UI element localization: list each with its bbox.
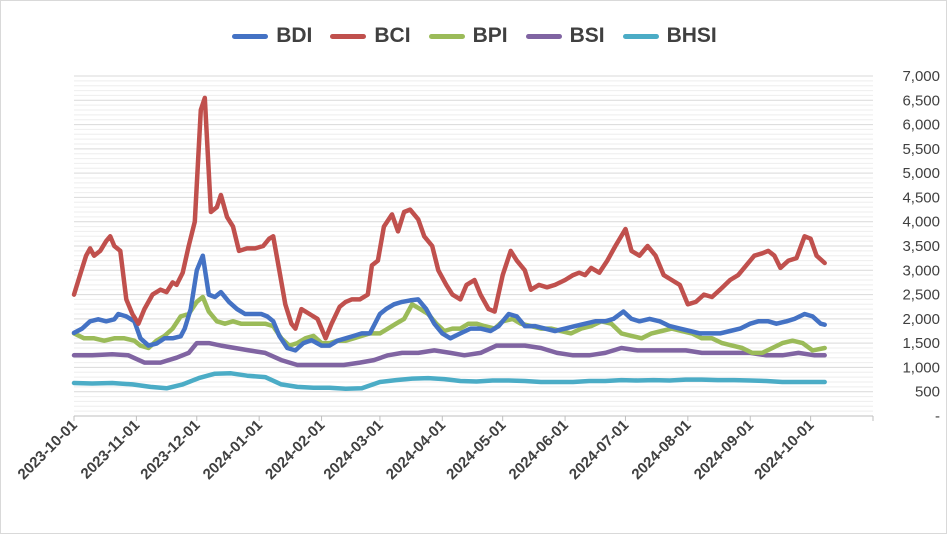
series-line-bsi	[71, 340, 827, 368]
series-line-bhsi	[71, 371, 827, 392]
y-tick-label: 500	[915, 384, 940, 401]
x-tick-label: 2024-04-01	[383, 417, 449, 483]
y-tick-label: 5,000	[902, 165, 940, 182]
x-tick-label: 2024-03-01	[320, 417, 386, 483]
gridlines	[74, 75, 873, 412]
y-tick-label: 1,500	[902, 335, 940, 352]
y-tick-label: -	[935, 408, 940, 425]
legend-item-bci: BCI	[330, 24, 411, 48]
x-tick-label: 2024-07-01	[566, 417, 632, 483]
series-lines	[71, 95, 827, 392]
legend-swatch-bci	[330, 33, 367, 39]
legend-swatch-bhsi	[622, 33, 659, 39]
x-tick-label: 2024-08-01	[628, 417, 694, 483]
series-line-bci	[71, 95, 827, 341]
x-tick-label: 2024-05-01	[443, 417, 509, 483]
x-tick-label: 2023-10-01	[15, 417, 81, 483]
legend-item-bsi: BSI	[525, 24, 605, 48]
y-tick-label: 2,000	[902, 311, 940, 328]
legend-swatch-bsi	[525, 33, 562, 39]
y-tick-label: 4,500	[902, 189, 940, 206]
x-tick-label: 2024-06-01	[506, 417, 572, 483]
legend-label-bdi: BDI	[276, 24, 313, 47]
legend-label-bci: BCI	[374, 24, 411, 47]
series-line-bdi	[71, 253, 827, 353]
y-tick-label: 6,000	[902, 117, 940, 134]
x-tick-label: 2024-01-01	[200, 417, 266, 483]
legend-label-bsi: BSI	[569, 24, 605, 47]
x-axis-tick-labels: 2023-10-012023-11-012023-12-012024-01-01…	[15, 417, 818, 483]
legend: BDI BCI BPI BSI BHSI	[1, 21, 947, 51]
y-tick-label: 3,500	[902, 238, 940, 255]
y-tick-label: 2,500	[902, 287, 940, 304]
x-tick-label: 2024-02-01	[262, 417, 328, 483]
x-tick-label: 2024-10-01	[751, 417, 817, 483]
x-tick-label: 2023-11-01	[78, 417, 144, 483]
y-tick-label: 4,000	[902, 214, 940, 231]
y-tick-label: 7,000	[902, 68, 940, 85]
y-tick-label: 6,500	[902, 92, 940, 109]
y-axis-tick-labels: - 500 1,000 1,500 2,000 2,500 3,000 3,500 4,000 4…	[902, 68, 940, 425]
legend-item-bdi: BDI	[232, 24, 312, 48]
y-tick-label: 5,500	[902, 141, 940, 158]
legend-item-bpi: BPI	[428, 24, 508, 48]
legend-swatch-bdi	[232, 33, 269, 39]
axes	[73, 415, 874, 421]
x-tick-label: 2024-09-01	[691, 417, 757, 483]
legend-label-bpi: BPI	[472, 24, 508, 47]
y-tick-label: 1,000	[902, 359, 940, 376]
legend-swatch-bpi	[428, 33, 465, 39]
y-tick-label: 3,000	[902, 262, 940, 279]
legend-label-bhsi: BHSI	[666, 24, 717, 47]
legend-item-bhsi: BHSI	[622, 24, 717, 48]
x-tick-label: 2023-12-01	[137, 417, 203, 483]
